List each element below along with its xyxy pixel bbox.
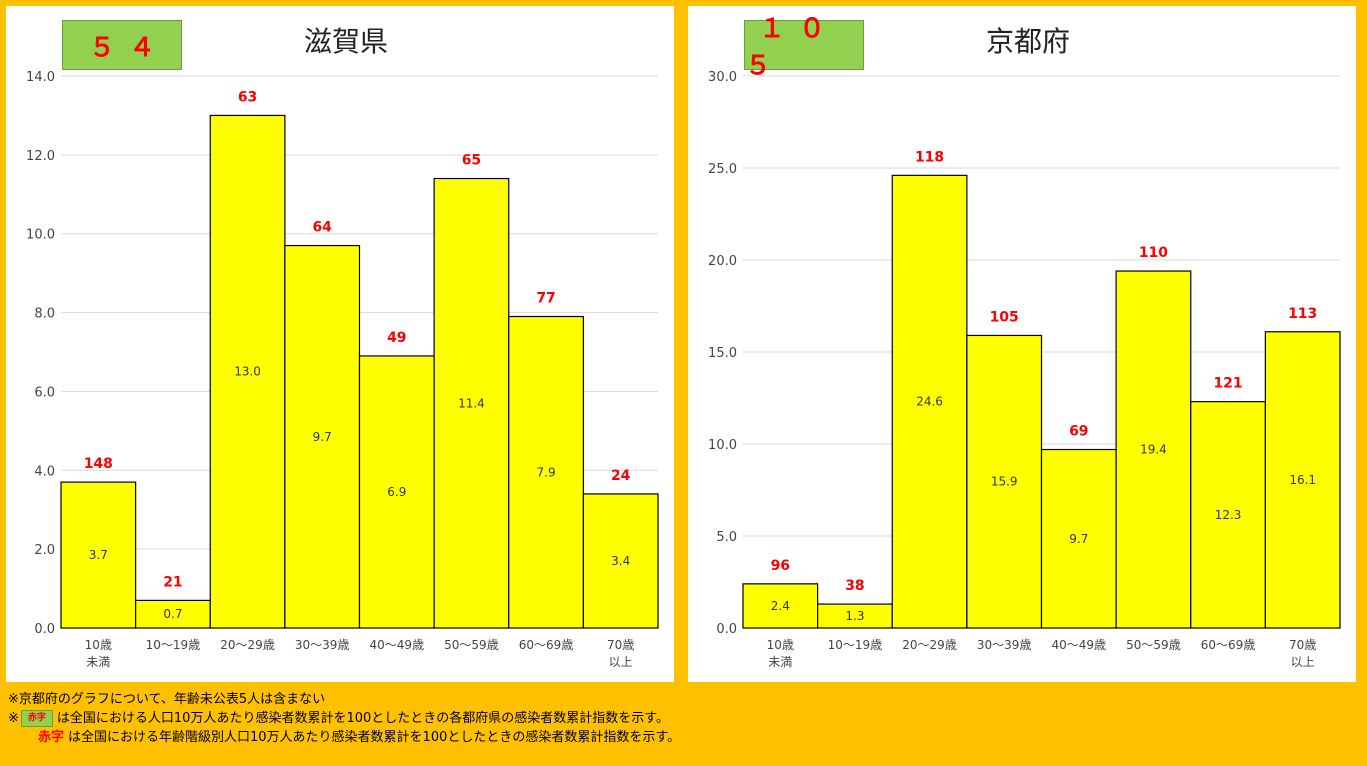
y-tick-label: 0.0: [34, 622, 55, 637]
chart-panel-kyoto: １０５ 京都府 0.0 5.0 10.0 15.0 20.0 25.0 30.0 2.4 96 1…: [688, 6, 1356, 682]
x-tick-label: 30～39歳: [977, 638, 1032, 652]
red-text-label: 赤字: [38, 730, 65, 745]
index-label: 65: [462, 153, 481, 169]
data-label: 12.3: [1215, 508, 1242, 522]
index-label: 64: [312, 220, 332, 236]
data-label: 7.9: [537, 465, 556, 479]
y-tick-label: 14.0: [26, 70, 55, 85]
x-tick-label: 10歳: [85, 638, 112, 652]
data-label: 15.9: [991, 475, 1018, 489]
x-tick-label: 60～69歳: [1201, 638, 1256, 652]
data-label: 0.7: [163, 607, 182, 621]
x-tick-label: 50～59歳: [444, 638, 499, 652]
bar: [891, 174, 968, 629]
index-label: 96: [771, 558, 790, 574]
bar: [433, 177, 510, 629]
data-label: 9.7: [313, 430, 332, 444]
x-tick-label: 40～49歳: [1052, 638, 1107, 652]
data-label: 6.9: [387, 485, 406, 499]
data-label: 3.7: [89, 548, 108, 562]
note-line-3: 赤字 は全国における年齢階級別人口10万人あたり感染者数累計を100としたときの感…: [8, 728, 1358, 747]
index-label: 110: [1139, 245, 1168, 261]
note-text-2: は全国における人口10万人あたり感染者数累計を100としたときの各都府県の感染者…: [56, 711, 669, 726]
data-label: 16.1: [1289, 473, 1316, 487]
x-tick-label: 30～39歳: [295, 638, 350, 652]
bar: [966, 334, 1043, 629]
y-tick-label: 0.0: [716, 622, 737, 637]
data-label: 11.4: [458, 396, 485, 410]
chart-title: 滋賀県: [303, 25, 388, 58]
x-tick-label: 未満: [86, 655, 110, 669]
index-label: 69: [1069, 424, 1088, 440]
legend-swatch: 赤字: [20, 710, 53, 727]
footnotes: ※京都府のグラフについて、年齢未公表5人は含まない ※ 赤字 は全国における人口10…: [8, 690, 1358, 747]
bar: [284, 244, 361, 629]
x-tick-label: 以上: [1291, 655, 1315, 669]
note-mark: ※: [8, 711, 19, 726]
note-text-3: は全国における年齢階級別人口10万人あたり感染者数累計を100としたときの感染者…: [68, 730, 681, 745]
chart-title: 京都府: [985, 25, 1070, 58]
x-tick-label: 70歳: [1289, 638, 1316, 652]
y-tick-label: 12.0: [26, 149, 55, 164]
data-label: 13.0: [234, 365, 261, 379]
y-tick-label: 10.0: [708, 438, 737, 453]
y-tick-label: 2.0: [34, 543, 55, 558]
y-tick-label: 15.0: [708, 346, 737, 361]
index-label: 121: [1213, 376, 1242, 392]
index-label: 148: [84, 456, 113, 472]
index-label: 118: [915, 149, 944, 165]
index-label: 38: [845, 578, 864, 594]
bar: [1040, 448, 1117, 629]
y-tick-label: 8.0: [34, 307, 55, 322]
y-tick-label: 10.0: [26, 228, 55, 243]
index-badge: ５４: [62, 20, 182, 70]
data-label: 19.4: [1140, 443, 1167, 457]
bar: [1190, 401, 1266, 629]
bar: [358, 355, 435, 629]
x-tick-label: 60～69歳: [519, 638, 574, 652]
bar: [508, 315, 584, 629]
y-tick-label: 6.0: [34, 385, 55, 400]
x-tick-label: 未満: [768, 655, 792, 669]
data-label: 2.4: [771, 599, 790, 613]
x-tick-label: 10～19歳: [146, 638, 201, 652]
data-label: 3.4: [611, 554, 630, 568]
x-tick-label: 20～29歳: [902, 638, 957, 652]
index-label: 21: [163, 574, 182, 590]
data-label: 1.3: [845, 609, 864, 623]
index-label: 24: [611, 468, 631, 484]
y-tick-label: 5.0: [716, 530, 737, 545]
x-tick-label: 以上: [609, 655, 633, 669]
index-label: 105: [990, 309, 1019, 325]
x-tick-label: 10～19歳: [828, 638, 883, 652]
bar: [60, 481, 137, 629]
y-tick-label: 4.0: [34, 464, 55, 479]
data-label: 9.7: [1069, 532, 1088, 546]
note-line-2: ※ 赤字 は全国における人口10万人あたり感染者数累計を100としたときの各都府県の…: [8, 709, 1358, 728]
x-tick-label: 10歳: [767, 638, 794, 652]
y-tick-label: 25.0: [708, 162, 737, 177]
x-tick-label: 20～29歳: [220, 638, 275, 652]
y-tick-label: 20.0: [708, 254, 737, 269]
x-tick-label: 70歳: [607, 638, 634, 652]
bar: [1115, 270, 1192, 629]
chart-panel-shiga: ５４ 滋賀県 0.0 2.0 4.0 6.0 8.0 10.0 12.0 14.0 3.7 148…: [6, 6, 674, 682]
index-label: 77: [536, 291, 555, 307]
data-label: 24.6: [916, 395, 943, 409]
note-line-1: ※京都府のグラフについて、年齢未公表5人は含まない: [8, 692, 326, 707]
bar: [582, 493, 659, 629]
x-tick-label: 50～59歳: [1126, 638, 1181, 652]
index-label: 113: [1288, 306, 1317, 322]
index-label: 49: [387, 330, 406, 346]
x-tick-label: 40～49歳: [370, 638, 425, 652]
bar: [1264, 331, 1341, 629]
y-tick-label: 30.0: [708, 70, 737, 85]
index-label: 63: [238, 89, 257, 105]
